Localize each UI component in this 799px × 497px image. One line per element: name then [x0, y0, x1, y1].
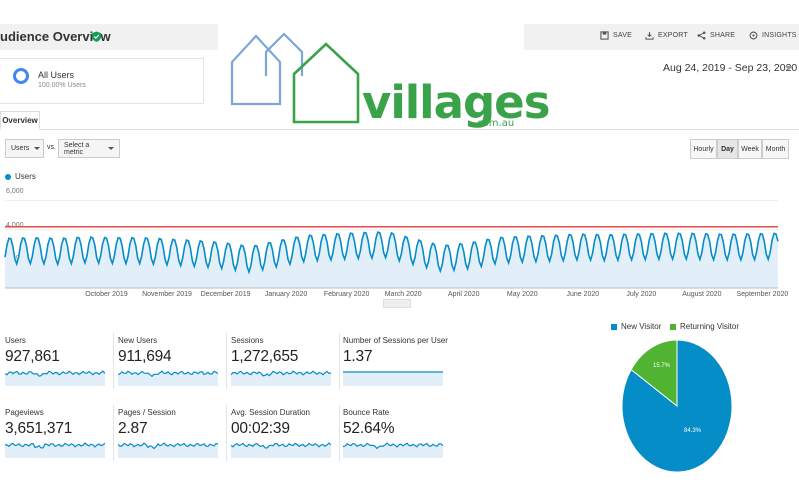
- pie-slice-label: 84.3%: [684, 428, 702, 434]
- returning-visitor-label: Returning Visitor: [680, 322, 739, 331]
- metric-value: 3,651,371: [5, 420, 73, 437]
- x-tick-label: December 2019: [200, 291, 251, 298]
- segment-subtitle: 100.00% Users: [38, 82, 86, 89]
- export-label: EXPORT: [658, 32, 688, 39]
- verified-shield-icon: [91, 31, 102, 42]
- metric-value: 927,861: [5, 348, 60, 365]
- granularity-hourly[interactable]: Hourly: [690, 139, 717, 159]
- visitor-pie-chart[interactable]: 84.3% 15.7%: [619, 340, 739, 475]
- tab-divider: [0, 129, 799, 130]
- chevron-down-icon: [785, 66, 793, 70]
- metric-sparkline: [118, 442, 218, 458]
- x-tick-label: April 2020: [447, 291, 480, 298]
- metric-value: 52.64%: [343, 420, 395, 437]
- x-tick-label: February 2020: [323, 291, 370, 298]
- x-tick-label: May 2020: [506, 291, 538, 298]
- metric-label: Pages / Session: [118, 408, 176, 417]
- metric-label: New Users: [118, 336, 158, 345]
- segment-card[interactable]: [0, 58, 204, 104]
- chart-resize-handle[interactable]: [383, 299, 411, 308]
- metric-sparkline: [5, 370, 105, 386]
- villages-houses-logo: [230, 32, 360, 124]
- metric-divider: [339, 405, 340, 461]
- metric-value: 2.87: [118, 420, 148, 437]
- metric-sparkline: [231, 370, 331, 386]
- x-tick-label: July 2020: [626, 291, 657, 298]
- metric-value: 911,694: [118, 348, 172, 365]
- save-label: SAVE: [613, 32, 632, 39]
- users-legend-swatch: [5, 174, 11, 180]
- compare-select-value: Select a metric: [64, 141, 90, 156]
- users-line-chart[interactable]: [0, 186, 799, 290]
- metric-divider: [113, 405, 114, 461]
- returning-visitor-swatch: [670, 323, 676, 330]
- metric-sparkline: [118, 370, 218, 386]
- share-label: SHARE: [710, 32, 736, 39]
- metric-value: 00:02:39: [231, 420, 290, 437]
- y-tick-label: 6,000: [6, 188, 24, 195]
- legend-new-visitor: New Visitor: [611, 322, 661, 331]
- metric-divider: [339, 333, 340, 389]
- new-visitor-label: New Visitor: [621, 322, 662, 331]
- date-range-picker[interactable]: Aug 24, 2019 - Sep 23, 2020: [663, 62, 798, 74]
- metric-divider: [226, 405, 227, 461]
- x-tick-label: June 2020: [566, 291, 600, 298]
- share-button[interactable]: SHARE: [697, 31, 735, 40]
- new-visitor-swatch: [611, 323, 617, 330]
- metric-value: 1,272,655: [231, 348, 299, 365]
- x-tick-label: March 2020: [384, 291, 422, 298]
- logo-wordmark: villages: [362, 76, 550, 129]
- x-tick-label: January 2020: [264, 291, 308, 298]
- legend-returning-visitor: Returning Visitor: [670, 322, 739, 331]
- metric-sparkline: [343, 371, 443, 386]
- segment-ring-icon: [13, 68, 29, 84]
- granularity-month[interactable]: Month: [762, 139, 789, 159]
- header-bar-left: [0, 24, 218, 50]
- x-tick-label: September 2020: [736, 291, 789, 298]
- users-area-fill: [5, 232, 778, 288]
- insights-icon: [749, 31, 758, 40]
- save-icon: [600, 31, 609, 40]
- metric-divider: [226, 333, 227, 389]
- metric-divider: [113, 333, 114, 389]
- export-icon: [645, 31, 654, 40]
- insights-label: INSIGHTS: [762, 32, 797, 39]
- users-legend-label: Users: [15, 172, 36, 181]
- y-tick-label: 4,000: [6, 222, 24, 229]
- x-tick-label: November 2019: [142, 291, 192, 298]
- metric-value: 1.37: [343, 348, 373, 365]
- metric-sparkline: [343, 442, 443, 458]
- metric-sparkline: [5, 442, 105, 458]
- granularity-week[interactable]: Week: [738, 139, 762, 159]
- vs-label: vs.: [47, 144, 56, 151]
- x-tick-label: August 2020: [682, 291, 722, 298]
- segment-name: All Users: [38, 70, 75, 80]
- tab-overview[interactable]: Overview: [0, 111, 40, 130]
- metric-label: Sessions: [231, 336, 264, 345]
- header-bar-right: [524, 24, 799, 50]
- metric-label: Avg. Session Duration: [231, 408, 311, 417]
- page-title: udience Overview: [0, 29, 111, 44]
- logo-backdrop: [218, 18, 524, 130]
- save-button[interactable]: SAVE: [600, 31, 632, 40]
- metric-select[interactable]: Users: [5, 139, 44, 158]
- metric-label: Number of Sessions per User: [343, 336, 448, 345]
- metric-label: Users: [5, 336, 26, 345]
- chevron-down-icon: [34, 147, 41, 150]
- x-tick-label: October 2019: [85, 291, 128, 298]
- users-series-line: [4, 231, 779, 275]
- metric-label: Pageviews: [5, 408, 44, 417]
- insights-button[interactable]: INSIGHTS: [749, 31, 797, 40]
- metric-sparkline: [231, 442, 331, 458]
- pie-slice-label: 15.7%: [653, 363, 671, 369]
- chevron-down-icon: [108, 147, 114, 150]
- compare-metric-select[interactable]: Select a metric: [58, 139, 120, 158]
- metric-select-value: Users: [11, 145, 30, 152]
- granularity-day[interactable]: Day: [717, 139, 738, 159]
- logo-domain: .com.au: [474, 118, 515, 129]
- share-icon: [697, 31, 706, 40]
- pie-slice[interactable]: [630, 340, 678, 408]
- metric-label: Bounce Rate: [343, 408, 390, 417]
- export-button[interactable]: EXPORT: [645, 31, 688, 40]
